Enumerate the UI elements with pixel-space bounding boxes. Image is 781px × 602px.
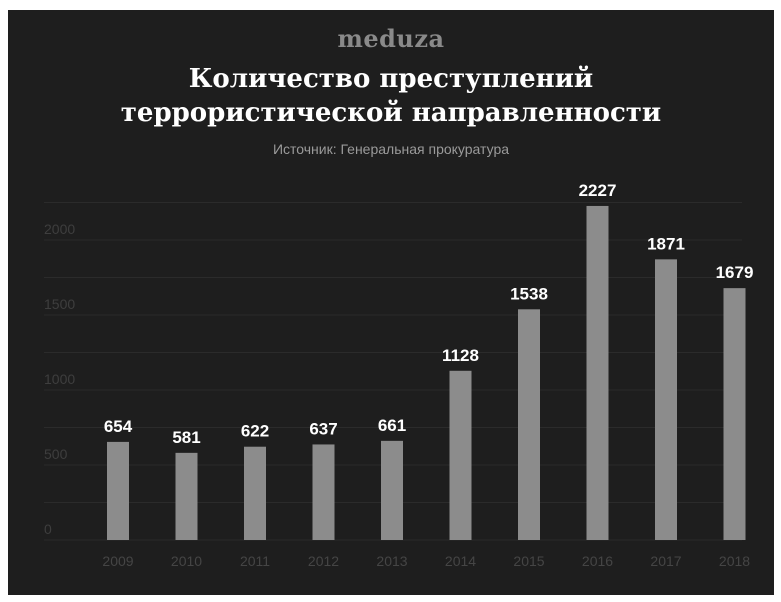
y-tick-label: 1000 bbox=[44, 371, 75, 387]
chart-panel: meduza Количество преступлений террорист… bbox=[8, 10, 774, 595]
bar bbox=[723, 288, 746, 540]
bar bbox=[586, 205, 609, 540]
x-tick-label: 2010 bbox=[171, 553, 202, 569]
bar-chart: 0 500 1000 1500 2000 654 2009 581 2010 622 2011 637… bbox=[44, 181, 754, 569]
y-tick-label: 1500 bbox=[44, 296, 75, 312]
x-tick-label: 2017 bbox=[650, 553, 681, 569]
bar bbox=[381, 440, 403, 540]
bar bbox=[244, 446, 266, 540]
data-label: 1871 bbox=[647, 234, 685, 253]
data-label: 2227 bbox=[579, 181, 617, 200]
y-tick-label: 0 bbox=[44, 521, 52, 537]
y-tick-label: 500 bbox=[44, 446, 68, 462]
x-tick-label: 2009 bbox=[102, 553, 133, 569]
bar bbox=[449, 370, 472, 540]
data-label: 581 bbox=[172, 428, 200, 447]
chart-title-line-2: террористической направленности bbox=[120, 98, 662, 128]
data-label: 654 bbox=[104, 417, 133, 436]
chart-title: Количество преступлений террористической… bbox=[8, 62, 774, 130]
data-label: 661 bbox=[378, 416, 406, 435]
data-label: 1538 bbox=[510, 284, 548, 303]
x-tick-label: 2014 bbox=[445, 553, 476, 569]
x-tick-label: 2018 bbox=[719, 553, 750, 569]
x-tick-label: 2012 bbox=[308, 553, 339, 569]
brand-logo: meduza bbox=[337, 24, 445, 53]
data-label: 1679 bbox=[716, 263, 754, 282]
data-label: 637 bbox=[309, 419, 337, 438]
x-tick-label: 2011 bbox=[240, 553, 270, 569]
data-label: 1128 bbox=[442, 346, 479, 365]
bar bbox=[655, 259, 677, 540]
data-label: 622 bbox=[241, 422, 269, 441]
bar bbox=[175, 452, 198, 540]
bar bbox=[312, 444, 335, 540]
x-tick-label: 2016 bbox=[582, 553, 613, 569]
x-tick-label: 2013 bbox=[376, 553, 407, 569]
bar bbox=[107, 441, 129, 540]
y-tick-label: 2000 bbox=[44, 221, 75, 237]
chart-title-line-1: Количество преступлений bbox=[188, 64, 594, 94]
bar bbox=[518, 309, 540, 540]
chart-subtitle: Источник: Генеральная прокуратура bbox=[272, 141, 510, 157]
x-tick-label: 2015 bbox=[513, 553, 544, 569]
